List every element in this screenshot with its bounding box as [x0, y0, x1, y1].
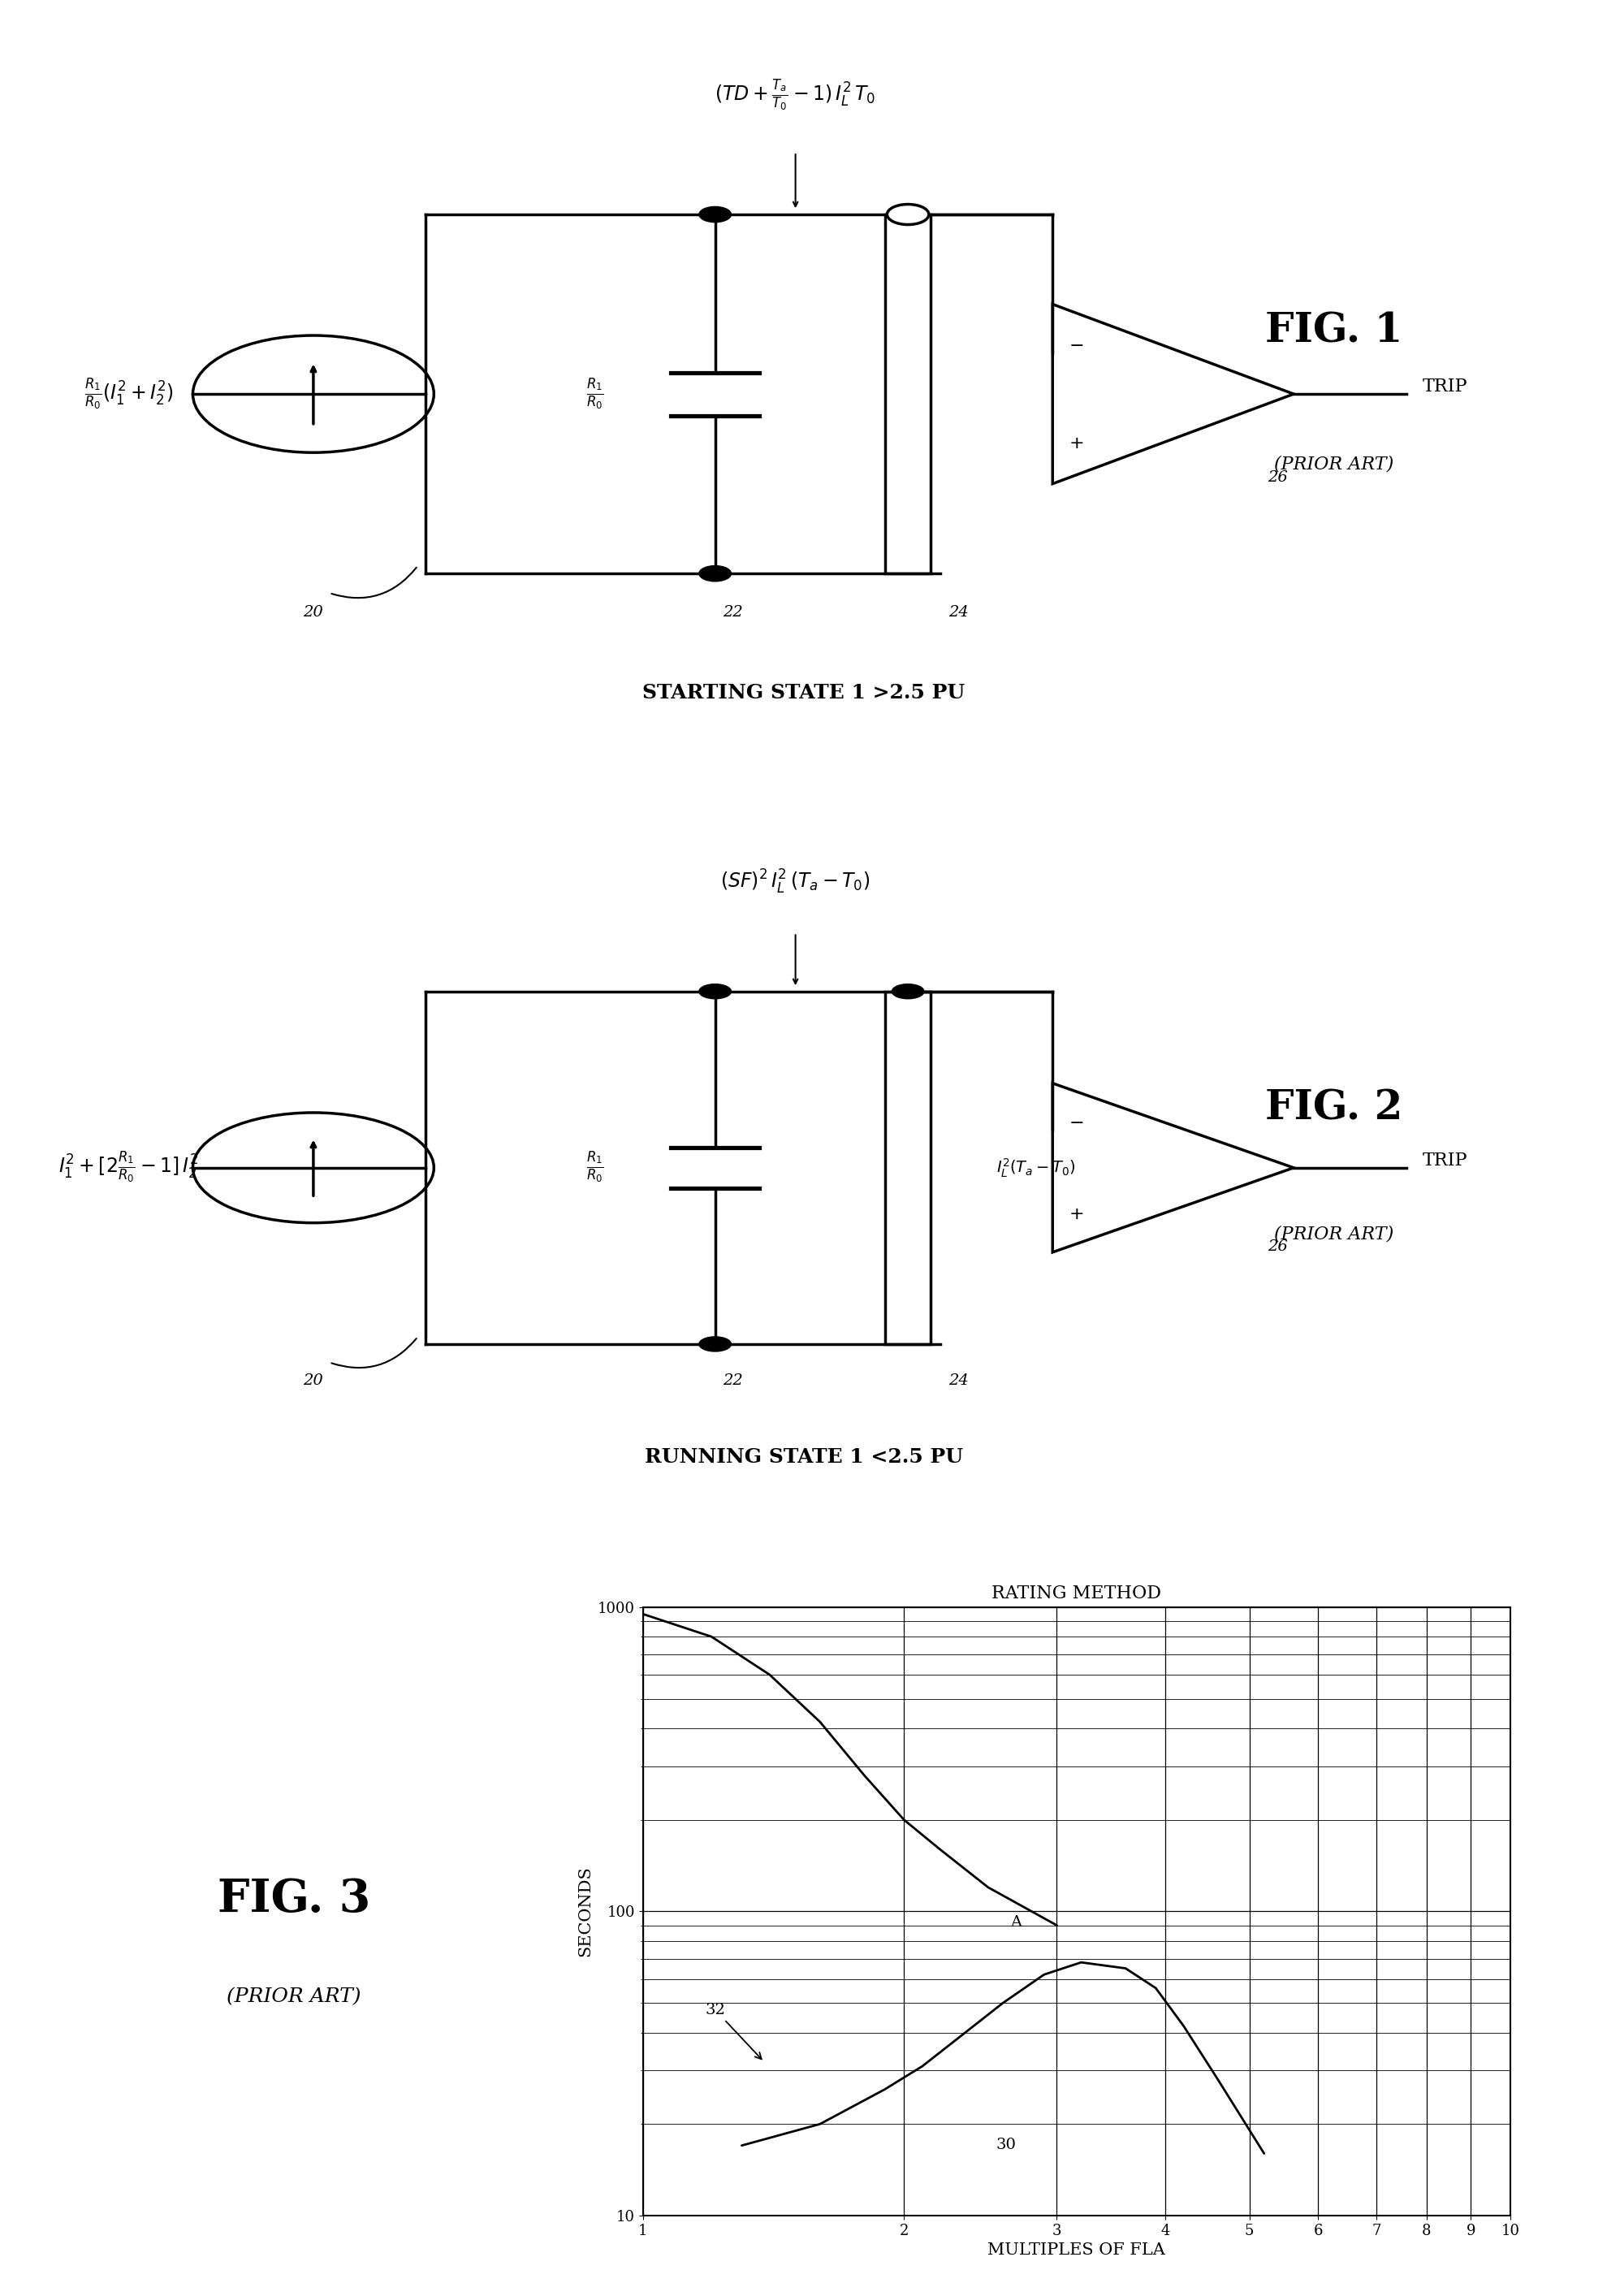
Circle shape: [892, 207, 924, 223]
Text: 22: 22: [723, 604, 744, 620]
Text: 32: 32: [705, 2002, 762, 2060]
Text: 24: 24: [948, 604, 969, 620]
Text: RUNNING STATE 1 <2.5 PU: RUNNING STATE 1 <2.5 PU: [644, 1446, 963, 1467]
Circle shape: [892, 985, 924, 999]
Text: $\frac{R_1}{R_0}(I_1^2 + I_2^2)$: $\frac{R_1}{R_0}(I_1^2 + I_2^2)$: [84, 377, 174, 411]
Bar: [885, 992, 930, 1343]
Bar: [885, 214, 930, 574]
Text: FIG. 3: FIG. 3: [217, 1876, 371, 1922]
Text: $-$: $-$: [1069, 1114, 1083, 1130]
Text: 26: 26: [1268, 471, 1287, 484]
Circle shape: [887, 204, 929, 225]
Text: FIG. 1: FIG. 1: [1265, 312, 1403, 351]
Text: $(TD + \frac{T_a}{T_0} - 1)\, I_L^2\, T_0$: $(TD + \frac{T_a}{T_0} - 1)\, I_L^2\, T_…: [715, 78, 876, 113]
Y-axis label: SECONDS: SECONDS: [577, 1867, 593, 1956]
Text: $(SF)^2\, I_L^2\, (T_a - T_0)$: $(SF)^2\, I_L^2\, (T_a - T_0)$: [720, 868, 871, 895]
Text: 26: 26: [1268, 1240, 1287, 1254]
Text: 22: 22: [723, 1373, 744, 1389]
Text: A: A: [1011, 1915, 1022, 1931]
Text: $+$: $+$: [1069, 1205, 1083, 1221]
Title: RATING METHOD: RATING METHOD: [992, 1584, 1162, 1603]
Text: $\frac{R_1}{R_0}$: $\frac{R_1}{R_0}$: [587, 1150, 603, 1185]
Text: 20: 20: [304, 1373, 323, 1389]
Text: STARTING STATE 1 >2.5 PU: STARTING STATE 1 >2.5 PU: [643, 682, 964, 703]
Text: 30: 30: [996, 2138, 1016, 2154]
Circle shape: [699, 207, 731, 223]
Text: TRIP: TRIP: [1422, 1153, 1467, 1169]
Text: (PRIOR ART): (PRIOR ART): [1274, 1226, 1393, 1242]
Text: $-$: $-$: [1069, 338, 1083, 354]
Text: FIG. 2: FIG. 2: [1265, 1088, 1403, 1130]
Text: (PRIOR ART): (PRIOR ART): [1274, 455, 1393, 473]
Text: (PRIOR ART): (PRIOR ART): [227, 1988, 362, 2007]
Circle shape: [699, 985, 731, 999]
Text: $I_1^2 + [2\frac{R_1}{R_0} - 1]\, I_2^2$: $I_1^2 + [2\frac{R_1}{R_0} - 1]\, I_2^2$: [59, 1150, 198, 1185]
Circle shape: [699, 1336, 731, 1352]
Text: $+$: $+$: [1069, 436, 1083, 452]
Text: 20: 20: [304, 604, 323, 620]
Text: 24: 24: [948, 1373, 969, 1389]
Text: $I_L^2(T_a - T_0)$: $I_L^2(T_a - T_0)$: [996, 1157, 1075, 1178]
Circle shape: [699, 565, 731, 581]
X-axis label: MULTIPLES OF FLA: MULTIPLES OF FLA: [988, 2243, 1165, 2257]
Text: TRIP: TRIP: [1422, 377, 1467, 395]
Text: $\frac{R_1}{R_0}$: $\frac{R_1}{R_0}$: [587, 377, 603, 411]
